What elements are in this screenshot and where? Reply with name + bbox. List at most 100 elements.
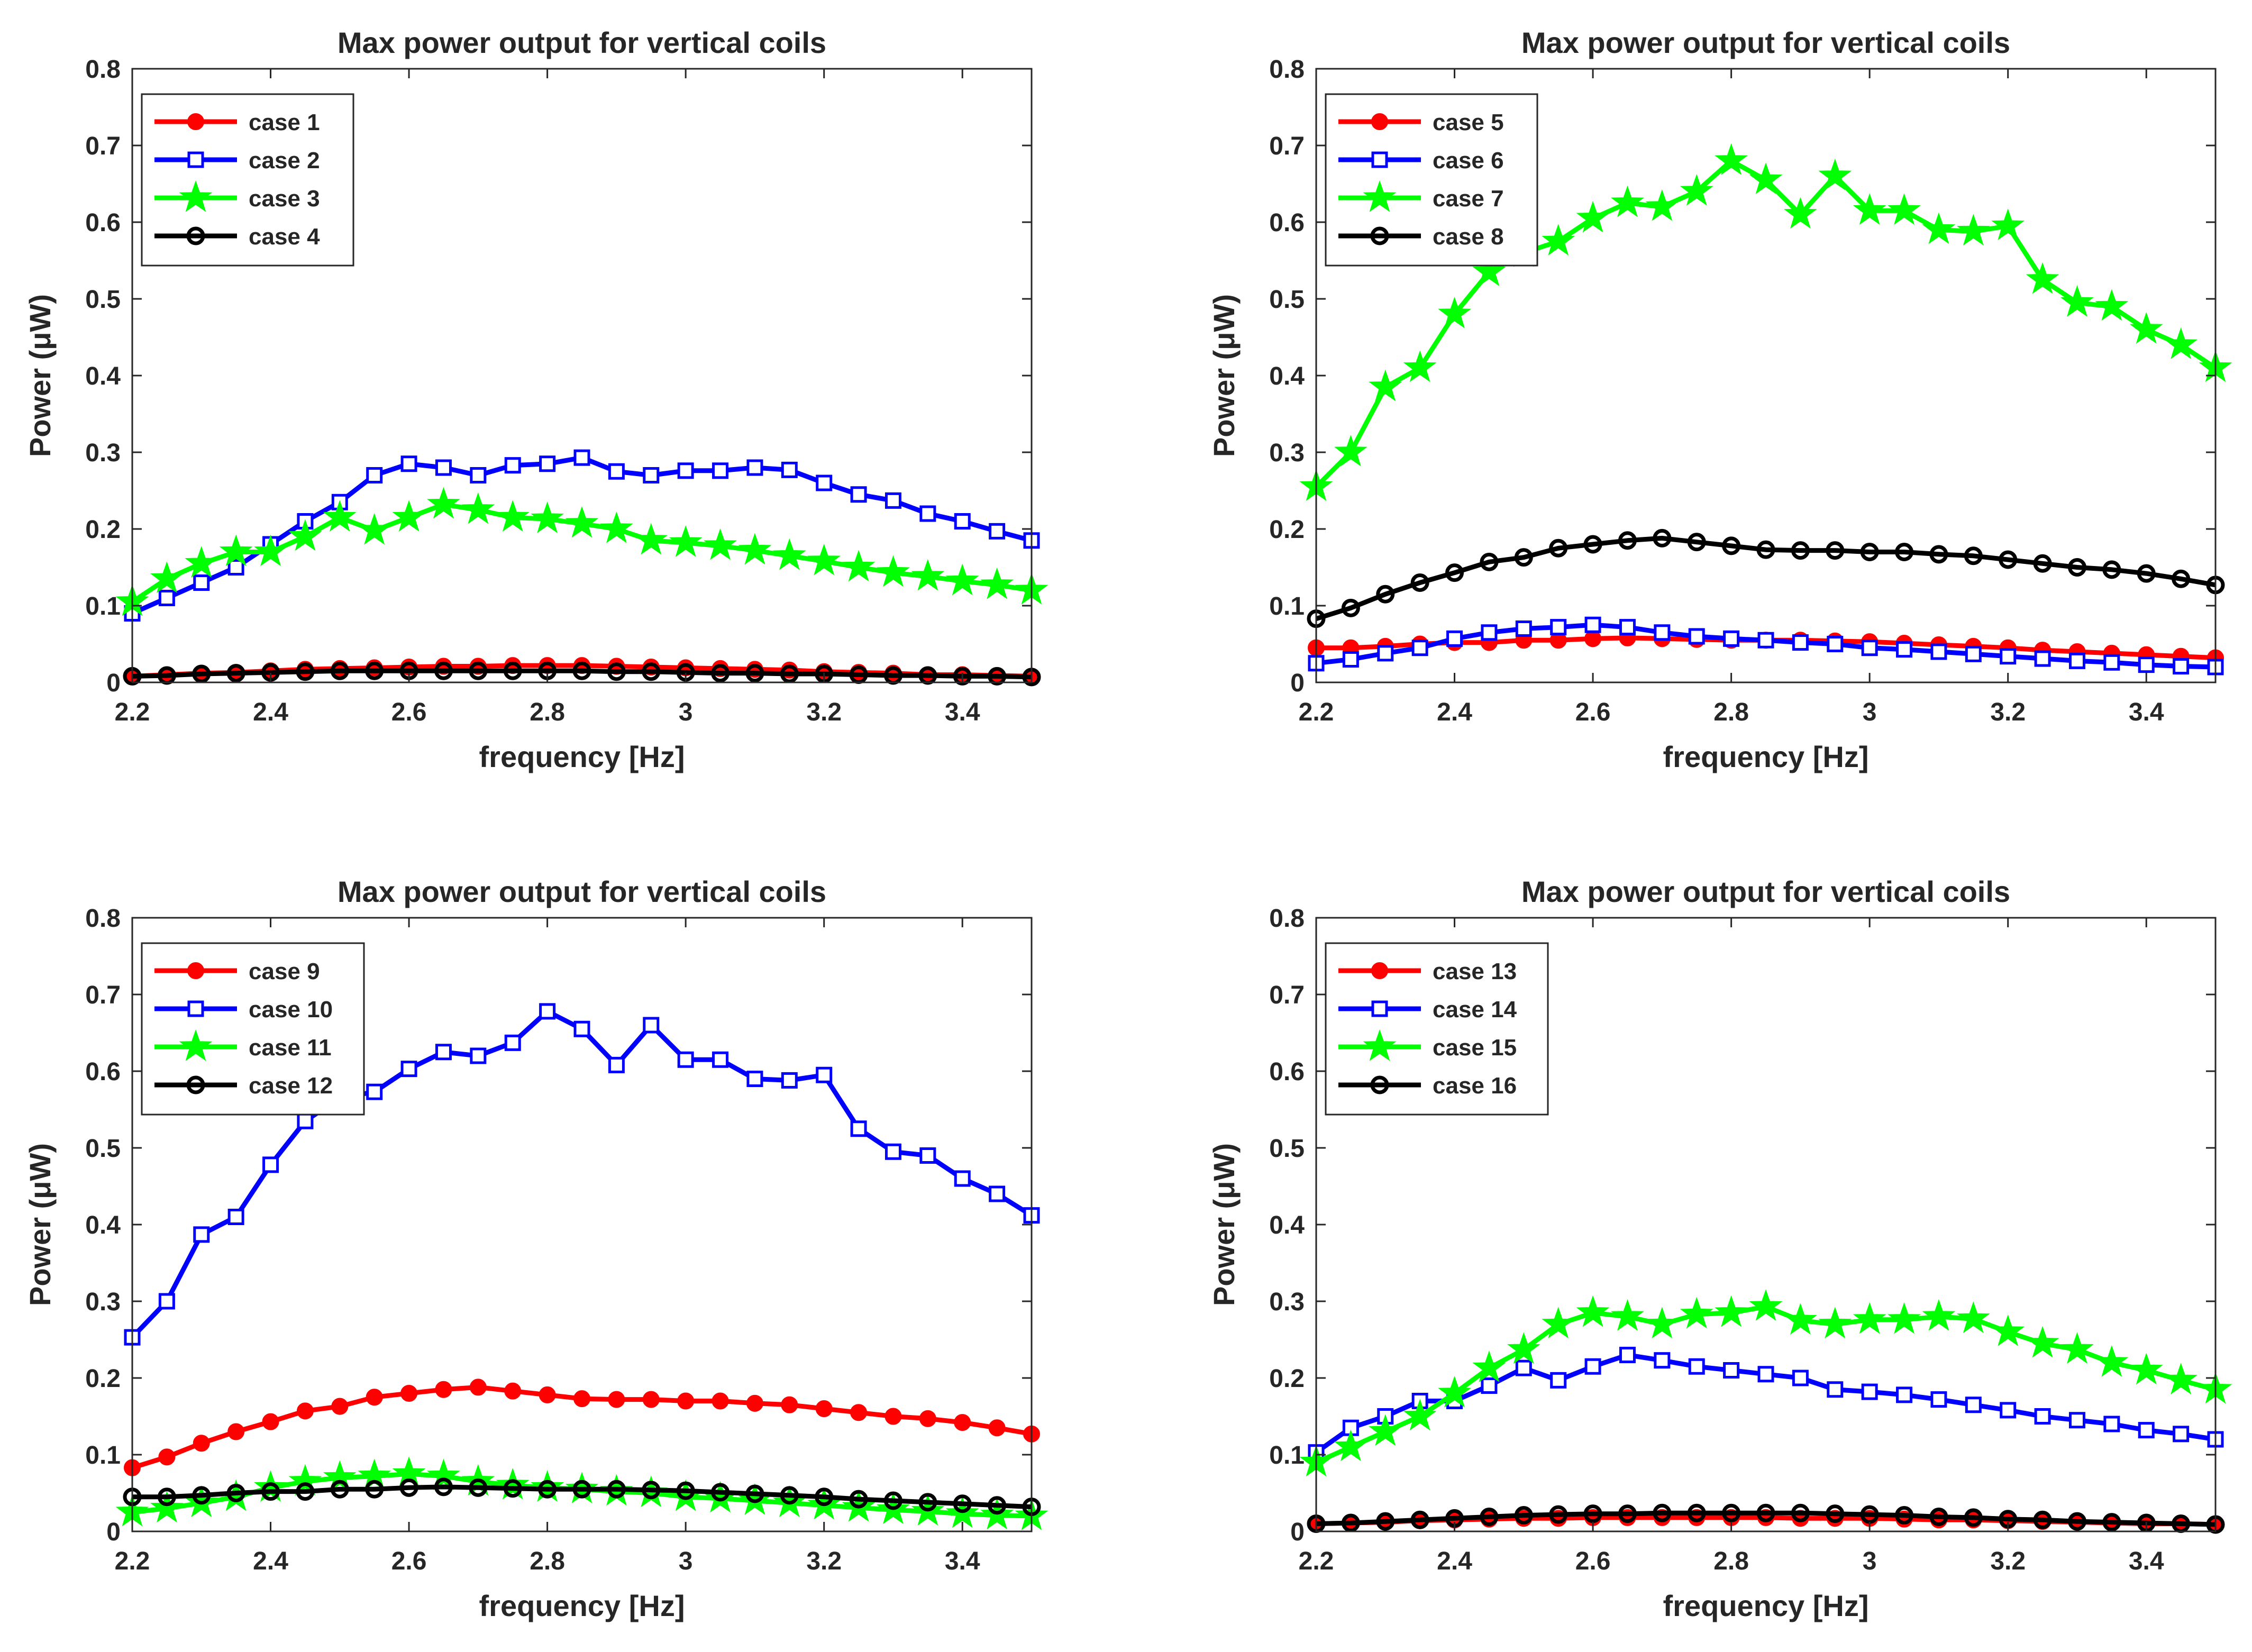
data-point — [712, 1051, 729, 1068]
data-point — [496, 1467, 530, 1500]
data-point — [2129, 1353, 2163, 1385]
data-point — [1584, 616, 1601, 633]
data-point — [781, 1072, 798, 1089]
data-point — [365, 661, 384, 680]
y-tick-label: 0.7 — [85, 132, 121, 160]
data-point — [330, 661, 349, 680]
data-point — [427, 1458, 460, 1491]
chart-panel-3: 2.2 2.4 2.6 2.8 3 3.2 3.4 0 0.1 0.2 0.3 0.4 0.5 0.6 0.… — [23, 875, 1048, 1622]
data-point — [1756, 1503, 1775, 1522]
data-point — [470, 467, 487, 483]
data-point — [157, 1487, 176, 1507]
data-point — [1757, 632, 1774, 649]
x-tick-label: 3.2 — [806, 1547, 842, 1575]
data-point — [2033, 554, 2052, 573]
data-point — [919, 1147, 936, 1164]
chart-title: Max power output for vertical coils — [1521, 875, 2010, 908]
y-tick-label: 0.7 — [1269, 981, 1305, 1009]
data-point — [980, 567, 1014, 599]
chart-title: Max power output for vertical coils — [1521, 26, 2010, 59]
chart-panel-2: 2.2 2.4 2.6 2.8 3 3.2 3.4 0 0.1 0.2 0.3 0.4 0.5 0.6 0.… — [1207, 26, 2232, 773]
y-tick-label: 0.2 — [1269, 1365, 1305, 1393]
data-point — [1618, 1504, 1637, 1523]
data-point — [608, 1391, 625, 1408]
data-point — [1377, 645, 1394, 662]
data-point — [1687, 533, 1706, 552]
data-point — [2102, 1513, 2121, 1532]
data-point — [1888, 193, 1921, 225]
data-point — [2068, 652, 2085, 669]
data-point — [2033, 1510, 2052, 1529]
data-point — [1792, 634, 1809, 651]
data-point — [1542, 224, 1575, 255]
data-point — [1334, 434, 1367, 467]
legend: case 13 case 14 case 15 case 16 — [1325, 942, 1549, 1116]
data-point — [1514, 548, 1533, 567]
data-point — [1411, 640, 1428, 656]
data-point — [1888, 1302, 1921, 1334]
y-axis-label: Power (μW) — [23, 294, 57, 457]
data-point — [1514, 1506, 1533, 1525]
data-point — [781, 461, 798, 478]
data-point — [1645, 189, 1679, 221]
x-tick-label: 2.6 — [391, 1547, 427, 1575]
data-point — [746, 1394, 763, 1412]
data-point — [2138, 656, 2155, 673]
x-axis-label: frequency [Hz] — [1663, 1589, 1869, 1622]
data-point — [988, 1496, 1007, 1515]
data-point — [954, 513, 971, 530]
data-point — [185, 546, 218, 578]
data-point — [192, 1486, 211, 1505]
data-point — [780, 1486, 799, 1505]
data-point — [227, 1423, 245, 1440]
data-point — [2034, 1408, 2051, 1425]
data-point — [531, 501, 564, 533]
data-point — [815, 1400, 833, 1417]
data-point — [358, 513, 391, 545]
data-point — [1438, 296, 1471, 328]
data-point — [1376, 585, 1395, 604]
y-tick-label: 0.4 — [85, 1211, 121, 1239]
x-tick-label: 3 — [1863, 1547, 1877, 1575]
data-point — [607, 1480, 626, 1499]
data-point — [712, 462, 729, 479]
data-point — [711, 1483, 730, 1502]
data-point — [400, 1061, 417, 1078]
y-tick-label: 0.6 — [85, 1058, 121, 1086]
data-point — [2034, 650, 2051, 667]
data-point — [1792, 1370, 1809, 1386]
data-point — [885, 1143, 901, 1160]
data-point — [738, 533, 772, 565]
y-tick-label: 0.6 — [1269, 209, 1305, 237]
data-point — [954, 1414, 971, 1431]
data-point — [1722, 1503, 1741, 1522]
data-point — [427, 487, 460, 519]
data-point — [366, 1083, 383, 1100]
data-point — [850, 1404, 868, 1421]
data-point — [469, 661, 488, 680]
data-point — [226, 664, 245, 683]
y-tick-label: 0.4 — [85, 362, 121, 390]
data-point — [461, 492, 495, 524]
legend: case 5 case 6 case 7 case 8 — [1325, 93, 1538, 267]
data-point — [1991, 1314, 2025, 1346]
data-point — [392, 500, 426, 532]
legend-label: case 9 — [249, 959, 320, 984]
data-point — [1930, 1391, 1947, 1408]
data-point — [1542, 1307, 1575, 1339]
y-tick-label: 0.1 — [1269, 1441, 1305, 1470]
legend-swatch-marker — [187, 113, 204, 130]
y-axis-label: Power (μW) — [1207, 1143, 1241, 1306]
data-point — [193, 1226, 210, 1243]
data-point — [1584, 1358, 1601, 1375]
legend-label: case 2 — [249, 148, 320, 174]
data-point — [704, 528, 737, 560]
legend: case 1 case 2 case 3 case 4 — [141, 93, 354, 267]
data-point — [193, 1435, 210, 1452]
data-point — [288, 519, 322, 551]
data-point — [323, 1460, 357, 1492]
data-point — [1584, 630, 1602, 647]
y-tick-label: 0.8 — [85, 905, 121, 933]
data-point — [676, 1481, 695, 1500]
data-point — [877, 555, 910, 587]
